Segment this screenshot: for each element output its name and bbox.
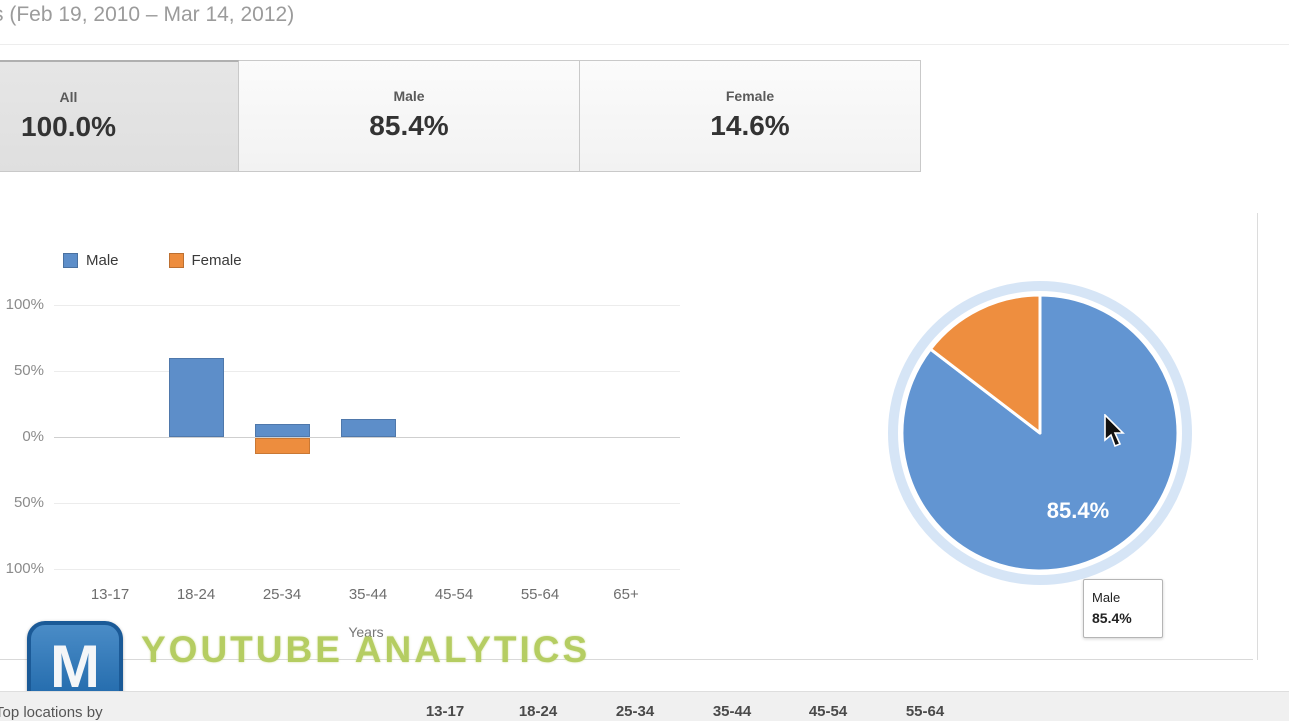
legend-male-label: Male <box>86 252 119 269</box>
gridline <box>54 569 680 570</box>
tooltip-label: Male <box>1092 590 1121 605</box>
pie-slice-female[interactable] <box>928 293 1042 435</box>
y-axis-tick-label: 50% <box>13 362 44 379</box>
bottom-left-text: Top locations by <box>0 704 103 721</box>
tab-female[interactable]: Female 14.6% <box>580 60 921 172</box>
pie-data-label: 85.4% <box>1047 498 1109 523</box>
date-range-header: s (Feb 19, 2010 – Mar 14, 2012) <box>0 3 294 27</box>
tab-all[interactable]: All 100.0% <box>0 60 239 172</box>
gridline <box>54 437 680 438</box>
tab-male-label: Male <box>393 88 425 104</box>
tooltip-value: 85.4% <box>1092 609 1132 626</box>
y-axis-tick-label: 0% <box>22 428 44 445</box>
gender-pie-chart: 85.4% <box>880 275 1200 595</box>
legend-item-female[interactable]: Female <box>168 252 242 269</box>
legend-item-male[interactable]: Male <box>63 252 119 269</box>
bar-male-18-24[interactable] <box>168 357 224 437</box>
pie-highlight-ring <box>888 281 1192 585</box>
pie-tooltip: Male 85.4% <box>1083 579 1163 639</box>
legend-female-label: Female <box>191 252 242 269</box>
y-axis-tick-label: 100% <box>5 296 44 313</box>
x-axis-tick-label: 25-34 <box>262 586 302 603</box>
pie-slice-male[interactable] <box>900 293 1180 573</box>
bottom-column-header: 55-64 <box>905 703 945 720</box>
cursor-icon <box>1103 413 1129 450</box>
female-swatch-icon <box>168 253 184 268</box>
x-axis-tick-label: 65+ <box>613 586 639 603</box>
tab-male-value: 85.4% <box>369 110 449 141</box>
male-swatch-icon <box>63 253 78 268</box>
x-axis-tick-label: 13-17 <box>90 586 130 603</box>
panel-bottom-border <box>0 659 1253 660</box>
x-axis-tick-label: 18-24 <box>176 586 216 603</box>
date-range-prefix: s <box>0 3 4 26</box>
gender-tab-bar: All 100.0% Male 85.4% Female 14.6% <box>0 60 921 172</box>
y-axis-tick-label: 100% <box>5 560 44 577</box>
gridline <box>54 371 680 372</box>
panel-right-border <box>1257 213 1258 660</box>
header-divider <box>0 44 1289 45</box>
bar-male-25-34[interactable] <box>254 423 310 437</box>
tab-female-value: 14.6% <box>710 110 790 141</box>
x-axis-tick-label: 45-54 <box>434 586 474 603</box>
tab-male[interactable]: Male 85.4% <box>239 60 580 172</box>
gridline <box>54 503 680 504</box>
date-range-text: (Feb 19, 2010 – Mar 14, 2012) <box>9 3 295 26</box>
chart-legend: Male Female <box>63 252 292 269</box>
bottom-column-header: 45-54 <box>808 703 848 720</box>
bar-male-35-44[interactable] <box>340 418 396 437</box>
x-axis-tick-label: 35-44 <box>348 586 388 603</box>
tab-all-label: All <box>59 89 78 105</box>
tab-all-value: 100.0% <box>21 111 116 142</box>
bottom-column-header: 13-17 <box>425 703 465 720</box>
bottom-column-header: 18-24 <box>518 703 558 720</box>
y-axis-tick-label: 50% <box>13 494 44 511</box>
x-axis-tick-label: 55-64 <box>520 586 560 603</box>
watermark-text: YOUTUBE ANALYTICS <box>141 629 591 670</box>
bar-female-25-34[interactable] <box>254 438 310 454</box>
bottom-column-header: 25-34 <box>615 703 655 720</box>
x-axis-title: Years <box>348 624 384 640</box>
tab-female-label: Female <box>725 88 775 104</box>
bottom-column-header: 35-44 <box>712 703 752 720</box>
gridline <box>54 305 680 306</box>
bottom-table-header-strip <box>0 691 1289 721</box>
watermark-logo-letter: M <box>50 633 100 700</box>
